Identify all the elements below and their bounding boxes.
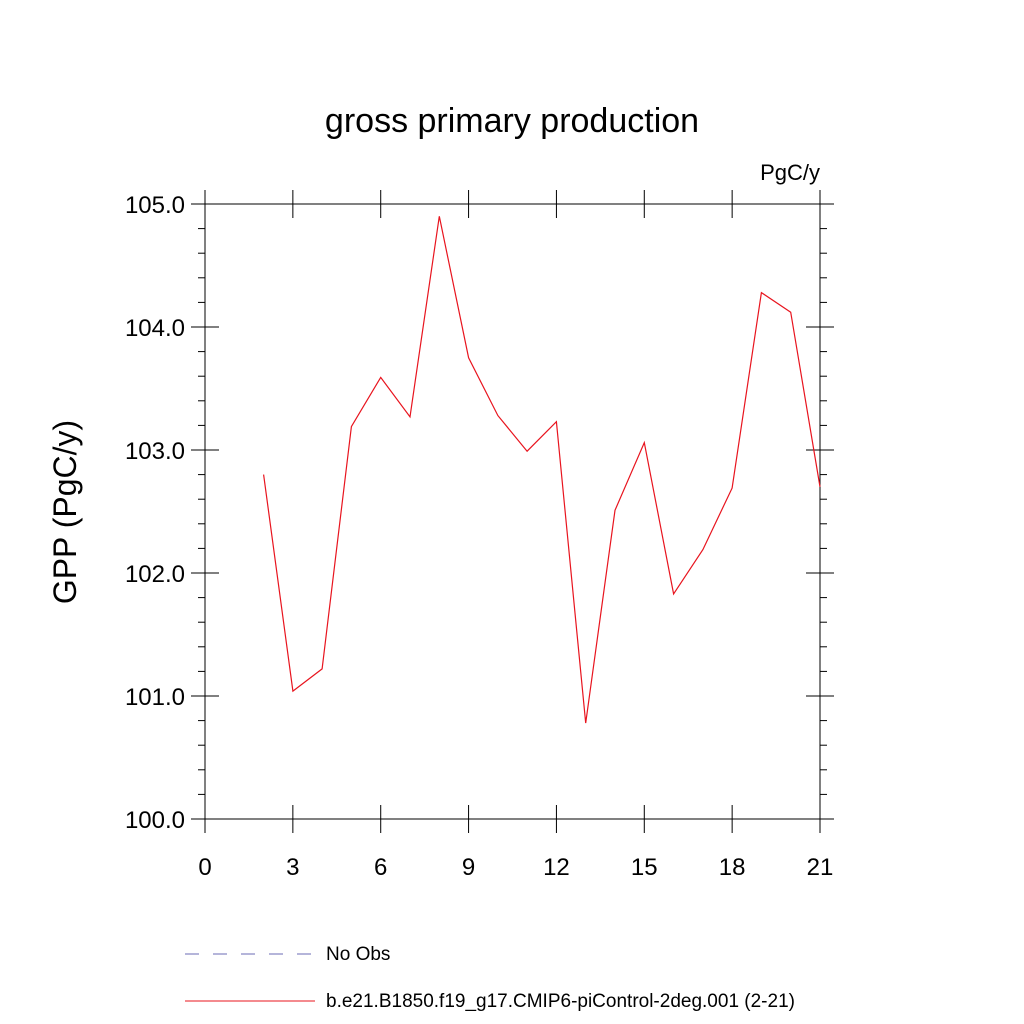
x-tick-labels: 0 3 6 9 12 15 18 21: [198, 854, 833, 881]
x-tick-label: 21: [807, 854, 834, 881]
x-tick-label: 0: [198, 854, 211, 881]
chart-title: gross primary production: [325, 102, 699, 140]
y-tick-labels: 100.0 101.0 102.0 103.0 104.0 105.0: [125, 192, 185, 834]
x-tick-label: 12: [543, 854, 570, 881]
x-tick-label: 18: [719, 854, 746, 881]
y-tick-label: 101.0: [125, 684, 185, 711]
y-tick-label: 105.0: [125, 192, 185, 219]
legend-label-model-run: b.e21.B1850.f19_g17.CMIP6-piControl-2deg…: [326, 991, 795, 1012]
y-tick-label: 104.0: [125, 315, 185, 342]
x-tick-label: 6: [374, 854, 387, 881]
axis-ticks: [191, 190, 834, 833]
y-tick-label: 102.0: [125, 561, 185, 588]
y-axis-label: GPP (PgC/y): [47, 420, 83, 604]
y-tick-label: 100.0: [125, 807, 185, 834]
plot-frame: [204, 203, 821, 820]
x-tick-label: 15: [631, 854, 658, 881]
legend-label-no-obs: No Obs: [326, 944, 390, 965]
y-tick-label: 103.0: [125, 438, 185, 465]
series-layer: [263, 216, 821, 724]
x-tick-label: 9: [462, 854, 475, 881]
legend: No Obs b.e21.B1850.f19_g17.CMIP6-piContr…: [185, 944, 795, 1012]
series-line: [263, 216, 821, 724]
x-tick-label: 3: [286, 854, 299, 881]
units-label: PgC/y: [760, 160, 820, 185]
